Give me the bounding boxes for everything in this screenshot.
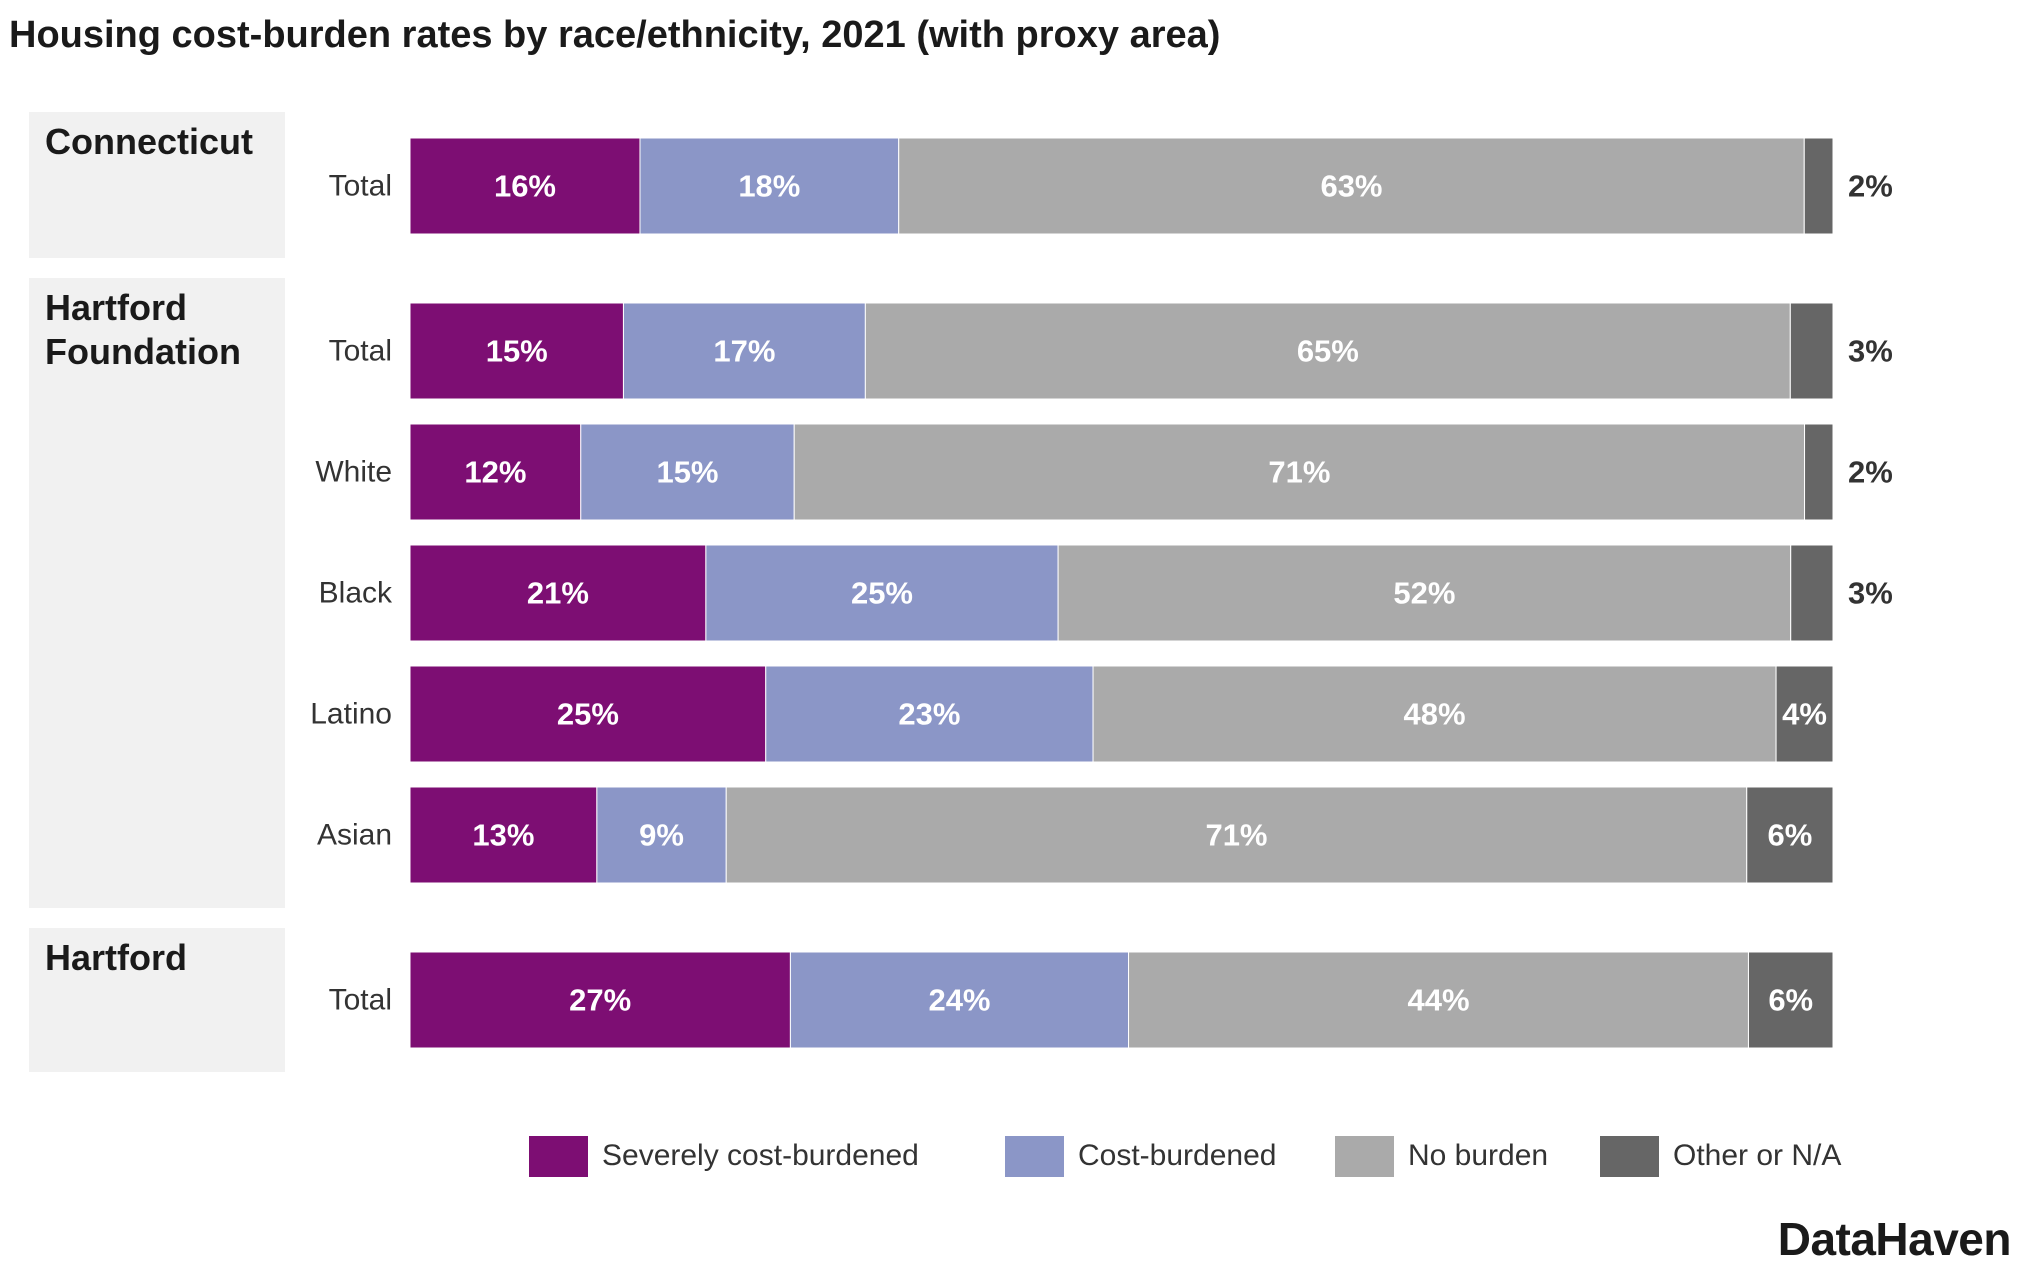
bar-segment-other — [1746, 786, 1834, 884]
data-label: 65% — [1297, 334, 1359, 369]
bar-row: Total 16% 18% 63% 2% — [329, 137, 1893, 235]
category-label: White — [315, 456, 392, 489]
category-label: Black — [319, 577, 393, 610]
group-label-hartford-foundation: Hartford Foundation — [45, 286, 241, 374]
legend-item-severely-cost-burdened: Severely cost-burdened — [529, 1134, 919, 1178]
group-panel-hartford-foundation: Hartford Foundation — [29, 278, 285, 908]
bar-segment-severe — [409, 302, 624, 400]
chart-title: Housing cost-burden rates by race/ethnic… — [9, 14, 1221, 56]
data-label: 17% — [713, 334, 775, 369]
bar-segment-other — [1803, 137, 1834, 235]
bar-row: White 12% 15% 71% 2% — [315, 423, 1893, 521]
bar-segment-cost — [580, 423, 795, 521]
legend-swatch — [529, 1135, 588, 1177]
bar-segment-none — [864, 302, 1791, 400]
category-label: Total — [329, 170, 392, 203]
data-label: 25% — [557, 697, 619, 732]
bar-segment-other — [1775, 665, 1834, 763]
category-label: Latino — [310, 698, 392, 731]
data-label: 13% — [472, 818, 534, 853]
data-label: 48% — [1404, 697, 1466, 732]
bar-segment-other — [1804, 423, 1834, 521]
bar-segment-other — [1747, 951, 1834, 1049]
data-label: 3% — [1848, 334, 1893, 369]
bar-row: Latino 25% 23% 48% 4% — [310, 665, 1834, 763]
bar-segment-none — [1057, 544, 1792, 642]
legend-swatch — [1600, 1135, 1659, 1177]
data-label: 12% — [464, 455, 526, 490]
legend-label: Cost-burdened — [1078, 1139, 1277, 1172]
legend-item-other-na: Other or N/A — [1600, 1134, 1841, 1178]
bar-segment-severe — [409, 786, 598, 884]
data-label: 63% — [1320, 169, 1382, 204]
data-label: 15% — [656, 455, 718, 490]
bar-row: Total 15% 17% 65% 3% — [329, 302, 1893, 400]
legend-item-cost-burdened: Cost-burdened — [1005, 1134, 1276, 1178]
bar-segment-none — [898, 137, 1805, 235]
bar-segment-none — [1092, 665, 1777, 763]
bar-segment-other — [1789, 302, 1834, 400]
group-label-line: Hartford — [45, 287, 187, 328]
bar-segment-none — [725, 786, 1748, 884]
data-label: 71% — [1268, 455, 1330, 490]
bar-segment-severe — [409, 137, 641, 235]
legend-swatch — [1005, 1135, 1064, 1177]
bar-segment-severe — [409, 423, 582, 521]
bar-segment-cost — [639, 137, 900, 235]
data-label: 27% — [569, 983, 631, 1018]
bar-segment-other — [1790, 544, 1834, 642]
data-label: 6% — [1767, 818, 1812, 853]
bar-row: Total 27% 24% 44% 6% — [329, 951, 1834, 1049]
group-panel-hartford: Hartford — [29, 928, 285, 1072]
data-label: 15% — [486, 334, 548, 369]
legend: Severely cost-burdened Cost-burdened No … — [0, 1134, 2017, 1178]
data-label: 71% — [1205, 818, 1267, 853]
legend-label: Other or N/A — [1673, 1139, 1842, 1172]
category-label: Total — [329, 335, 392, 368]
bar-segment-none — [793, 423, 1806, 521]
brand-logo-text: DataHaven — [1777, 1213, 2012, 1265]
group-panel-connecticut: Connecticut — [29, 112, 285, 258]
data-label: 25% — [851, 576, 913, 611]
bar-segment-none — [1128, 951, 1749, 1049]
category-label: Total — [329, 984, 392, 1017]
data-label: 24% — [928, 983, 990, 1018]
bar-segment-severe — [409, 665, 767, 763]
data-label: 6% — [1768, 983, 1813, 1018]
legend-label: No burden — [1408, 1139, 1549, 1172]
bar-row: Asian 13% 9% 71% 6% — [317, 786, 1834, 884]
bar-segment-cost — [765, 665, 1094, 763]
group-label-hartford: Hartford — [45, 937, 187, 978]
data-label: 52% — [1393, 576, 1455, 611]
legend-item-no-burden: No burden — [1335, 1134, 1548, 1178]
legend-label: Severely cost-burdened — [602, 1139, 919, 1172]
bar-segment-severe — [409, 951, 791, 1049]
data-label: 2% — [1848, 455, 1893, 490]
bar-row: Black 21% 25% 52% 3% — [319, 544, 1893, 642]
data-label: 4% — [1782, 697, 1827, 732]
data-label: 2% — [1848, 169, 1893, 204]
group-label-connecticut: Connecticut — [45, 121, 254, 162]
legend-swatch — [1335, 1135, 1394, 1177]
data-label: 21% — [527, 576, 589, 611]
bar-segment-cost — [789, 951, 1130, 1049]
data-label: 16% — [494, 169, 556, 204]
bar-segment-cost — [705, 544, 1059, 642]
category-label: Asian — [317, 819, 392, 852]
data-label: 23% — [898, 697, 960, 732]
bar-segment-cost — [596, 786, 727, 884]
bar-segment-severe — [409, 544, 707, 642]
data-label: 9% — [639, 818, 684, 853]
data-label: 44% — [1407, 983, 1469, 1018]
data-label: 18% — [738, 169, 800, 204]
data-label: 3% — [1848, 576, 1893, 611]
group-label-line: Foundation — [45, 331, 241, 372]
